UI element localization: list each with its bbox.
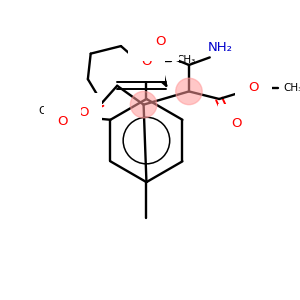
- Text: O: O: [79, 106, 89, 119]
- Circle shape: [176, 78, 202, 105]
- Text: CH₃: CH₃: [283, 82, 300, 93]
- Text: O: O: [141, 55, 152, 68]
- Text: O: O: [57, 115, 68, 128]
- Circle shape: [130, 92, 157, 118]
- Text: CH₃: CH₃: [38, 106, 58, 116]
- Text: O: O: [248, 81, 258, 94]
- Text: O: O: [155, 35, 166, 48]
- Text: O: O: [231, 117, 242, 130]
- Text: CH₃: CH₃: [176, 55, 196, 65]
- Text: NH₂: NH₂: [208, 41, 233, 55]
